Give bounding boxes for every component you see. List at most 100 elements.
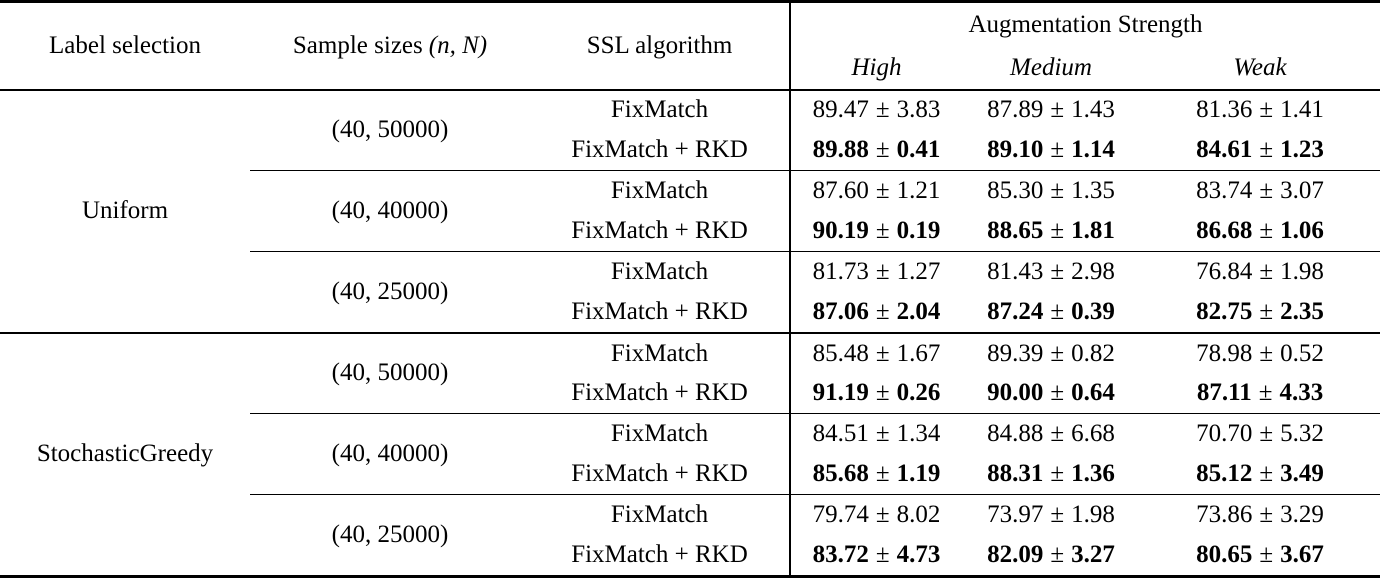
accuracy-std: 0.52	[1280, 339, 1324, 367]
accuracy-std: 0.39	[1071, 297, 1115, 325]
plus-minus: ±	[875, 420, 890, 448]
plus-minus: ±	[875, 460, 890, 488]
accuracy-cell: 84.88 ±6.68	[962, 413, 1140, 455]
accuracy-std: 1.81	[1071, 216, 1115, 244]
plus-minus: ±	[875, 96, 890, 124]
table-row: (40, 40000) FixMatch 84.51 ±1.34 84.88 ±6.68 7…	[0, 413, 1380, 495]
plus-minus: ±	[1258, 379, 1273, 407]
accuracy-std: 3.83	[896, 96, 941, 124]
accuracy-std: 1.41	[1280, 96, 1324, 124]
accuracy-cell: 85.48 ±1.67	[789, 331, 962, 374]
table-body: Uniform (40, 50000) FixMatch 89.47 ±3.83 87.8…	[0, 89, 1380, 577]
table-row: FixMatch + RKD 83.72 ±4.73 82.09 ±3.27 80.65 ±…	[0, 534, 1380, 577]
header-row-top: Label selection Sample sizes (n, N) SSL a…	[0, 1, 1380, 91]
algorithm-cell: FixMatch	[530, 170, 790, 212]
accuracy-mean: 87.24	[987, 297, 1044, 325]
algorithm-cell: FixMatch	[530, 413, 790, 455]
plus-minus: ±	[1050, 297, 1065, 325]
plus-minus: ±	[875, 257, 890, 285]
accuracy-cell: 81.43 ±2.98	[962, 250, 1140, 292]
accuracy-cell: 88.65 ±1.81	[962, 211, 1140, 251]
accuracy-std: 0.26	[896, 379, 941, 407]
accuracy-std: 3.27	[1071, 540, 1115, 568]
table-row: FixMatch + RKD 89.88 ±0.41 89.10 ±1.14 84.61 ±…	[0, 130, 1380, 171]
algorithm-cell: FixMatch + RKD	[571, 136, 748, 164]
accuracy-std: 1.14	[1071, 136, 1115, 164]
plus-minus: ±	[1259, 96, 1274, 124]
column-header-weak: Weak	[1140, 47, 1380, 91]
plus-minus: ±	[1050, 379, 1065, 407]
accuracy-mean: 76.84	[1196, 257, 1253, 285]
accuracy-cell: 90.19 ±0.19	[789, 211, 962, 252]
plus-minus: ±	[875, 297, 890, 325]
table-row: Uniform (40, 50000) FixMatch 89.47 ±3.83 87.8…	[0, 89, 1380, 224]
accuracy-cell: 83.72 ±4.73	[789, 534, 962, 577]
table-row: FixMatch + RKD 87.06 ±2.04 87.24 ±0.39 82.75 ±…	[0, 291, 1380, 333]
accuracy-std: 6.68	[1071, 420, 1115, 448]
accuracy-mean: 78.98	[1196, 339, 1253, 367]
accuracy-cell: 89.10 ±1.14	[962, 130, 1140, 170]
accuracy-cell: 76.84 ±1.98	[1140, 250, 1380, 292]
accuracy-mean: 81.43	[987, 257, 1044, 285]
algorithm-cell: FixMatch	[610, 96, 709, 124]
accuracy-mean: 82.09	[987, 540, 1044, 568]
accuracy-mean: 85.48	[812, 339, 869, 367]
table-row: StochasticGreedy (40, 50000) FixMatch 85.48…	[0, 331, 1380, 577]
column-header-augmentation-strength: Augmentation Strength	[788, 1, 1380, 48]
accuracy-cell: 78.98 ±0.52	[1140, 331, 1380, 374]
accuracy-std: 1.21	[896, 177, 941, 205]
algorithm-cell: FixMatch	[530, 331, 790, 374]
accuracy-cell: 87.24 ±0.39	[962, 292, 1140, 333]
accuracy-cell: 87.60 ±1.21	[789, 170, 962, 212]
accuracy-mean: 89.39	[987, 339, 1044, 367]
column-header-label-selection: Label selection	[0, 1, 250, 91]
plus-minus: ±	[1050, 460, 1065, 488]
plus-minus: ±	[1259, 216, 1274, 244]
accuracy-std: 5.32	[1280, 420, 1324, 448]
column-header-high: High	[789, 47, 962, 91]
accuracy-mean: 82.75	[1196, 297, 1253, 325]
sample-size-cell: (40, 25000)	[250, 250, 530, 333]
accuracy-mean: 87.89	[987, 96, 1044, 124]
accuracy-cell: 91.19 ±0.26	[789, 373, 962, 414]
accuracy-mean: 89.88	[812, 136, 869, 164]
accuracy-std: 2.35	[1280, 297, 1324, 325]
plus-minus: ±	[1259, 500, 1274, 528]
accuracy-cell: 80.65 ±3.67	[1140, 535, 1380, 577]
accuracy-cell: 89.88 ±0.41	[789, 130, 962, 171]
sample-size-cell: (40, 50000)	[250, 331, 530, 414]
accuracy-cell: 81.36 ±1.41	[1140, 90, 1380, 131]
accuracy-std: 4.73	[896, 540, 941, 568]
accuracy-std: 0.64	[1071, 379, 1115, 407]
accuracy-cell: 88.31 ±1.36	[962, 454, 1140, 494]
accuracy-mean: 86.68	[1196, 216, 1253, 244]
sample-size-cell: (40, 25000)	[250, 493, 530, 577]
accuracy-std: 4.33	[1279, 379, 1324, 407]
accuracy-mean: 89.47	[812, 96, 869, 124]
accuracy-mean: 81.73	[812, 257, 869, 285]
plus-minus: ±	[1259, 339, 1274, 367]
plus-minus: ±	[1259, 460, 1274, 488]
accuracy-mean: 73.97	[987, 500, 1044, 528]
accuracy-mean: 85.30	[987, 177, 1044, 205]
accuracy-cell: 83.74 ±3.07	[1140, 170, 1380, 212]
sample-sizes-math: (n, N)	[428, 31, 488, 59]
sample-size-cell: (40, 40000)	[250, 413, 530, 495]
accuracy-std: 8.02	[896, 500, 941, 528]
accuracy-std: 0.41	[896, 136, 941, 164]
plus-minus: ±	[1050, 216, 1065, 244]
accuracy-cell: 79.74 ±8.02	[789, 493, 962, 535]
header-row-strength: High Medium Weak	[0, 47, 1380, 91]
accuracy-cell: 85.30 ±1.35	[962, 170, 1140, 212]
column-header-medium: Medium	[962, 47, 1140, 91]
accuracy-mean: 79.74	[812, 500, 869, 528]
accuracy-mean: 88.31	[987, 460, 1044, 488]
table-row: FixMatch + RKD 90.19 ±0.19 88.65 ±1.81 86.68 ±…	[0, 211, 1380, 252]
accuracy-std: 1.27	[896, 257, 941, 285]
plus-minus: ±	[875, 136, 890, 164]
accuracy-std: 3.49	[1280, 460, 1324, 488]
accuracy-cell: 89.39 ±0.82	[962, 331, 1140, 374]
plus-minus: ±	[1050, 257, 1065, 285]
accuracy-mean: 73.86	[1196, 500, 1253, 528]
accuracy-mean: 81.36	[1196, 96, 1253, 124]
